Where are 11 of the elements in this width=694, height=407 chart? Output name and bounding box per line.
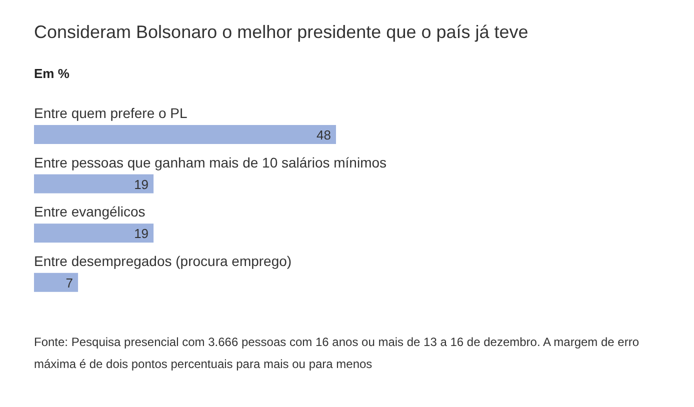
y-tick-label: Entre pessoas que ganham mais de 10 salários mínimos xyxy=(34,154,387,170)
chart-subtitle: Em % xyxy=(34,66,70,81)
data-label: 48 xyxy=(316,128,331,142)
chart-title: Consideram Bolsonaro o melhor presidente que o país já teve xyxy=(34,22,528,42)
data-label: 7 xyxy=(66,275,74,290)
source-note: Fonte: Pesquisa presencial com 3.666 pessoas com 16 anos ou mais de 13 a 16 de dezembro. A margem de erro máxima é de dois pontos percentuais para mais ou para menos xyxy=(34,335,640,371)
data-label: 19 xyxy=(134,226,149,242)
y-tick-label: Entre quem prefere o PL xyxy=(34,105,188,121)
y-tick-label: Entre evangélicos xyxy=(34,204,146,220)
y-tick-label: Entre desempregados (procura emprego) xyxy=(34,252,292,269)
data-label: 19 xyxy=(134,176,149,192)
